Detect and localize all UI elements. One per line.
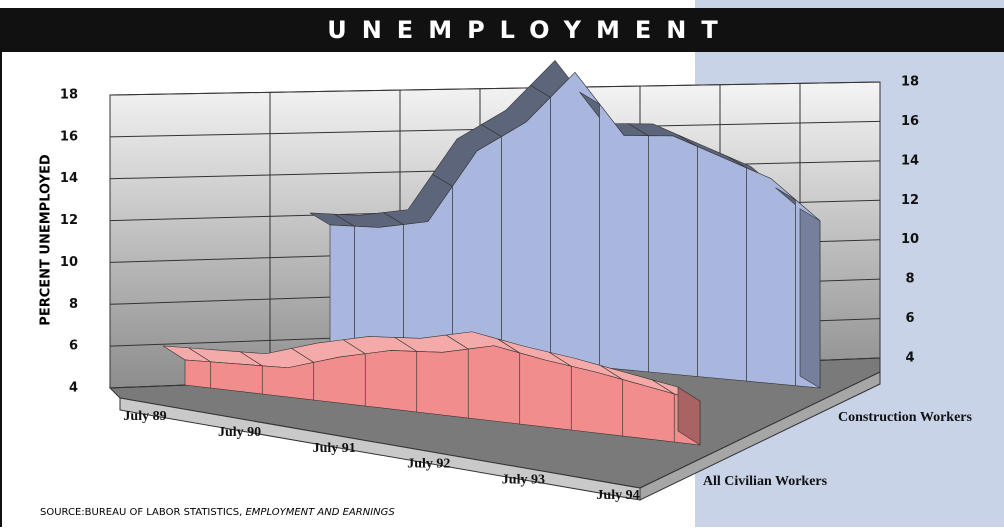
bar: [417, 349, 469, 418]
bar: [185, 360, 211, 388]
bar: [649, 136, 698, 377]
y-tick-label: 4: [69, 381, 78, 396]
x-tick-label: July 93: [502, 472, 545, 487]
y-tick-label: 14: [60, 171, 78, 186]
bar-side: [800, 209, 820, 388]
bar: [600, 104, 649, 372]
y2-tick-label: 4: [905, 351, 914, 366]
source-text: SOURCE:BUREAU OF LABOR STATISTICS,: [40, 507, 242, 518]
x-tick-label: July 92: [407, 457, 450, 472]
x-tick-label: July 89: [123, 409, 166, 424]
y2-tick-label: 10: [901, 232, 919, 247]
y-tick-label: 8: [69, 297, 78, 312]
chart: UNEMPLOYMENT PERCENT UNEMPLOYED SOURCE:B…: [0, 0, 1004, 527]
source: SOURCE:BUREAU OF LABOR STATISTICS, EMPLO…: [40, 507, 395, 518]
bar: [551, 72, 600, 367]
y-tick-label: 18: [60, 88, 78, 103]
y2-tick-label: 14: [901, 153, 919, 168]
bar: [502, 97, 551, 362]
x-tick-label: July 94: [596, 488, 639, 503]
y2-tick-label: 16: [901, 114, 919, 129]
bar: [211, 362, 263, 394]
bar: [520, 353, 572, 430]
y-tick-label: 10: [60, 255, 78, 270]
bar: [468, 346, 520, 424]
y-tick-label: 12: [60, 213, 78, 228]
bar: [314, 354, 366, 406]
bar: [355, 225, 404, 349]
legend-label: All Civilian Workers: [703, 474, 828, 489]
bar: [747, 168, 796, 386]
left-border: [0, 52, 2, 527]
y-axis-label: PERCENT UNEMPLOYED: [39, 154, 54, 326]
bar: [365, 350, 417, 412]
chart-title: UNEMPLOYMENT: [327, 16, 733, 44]
x-tick-label: July 91: [313, 441, 356, 456]
y2-tick-label: 6: [905, 311, 914, 326]
y-tick-label: 6: [69, 339, 78, 354]
y2-tick-label: 12: [901, 193, 919, 208]
source-publication: EMPLOYMENT AND EARNINGS: [245, 507, 395, 518]
x-tick-label: July 90: [218, 425, 261, 440]
y2-tick-label: 18: [901, 75, 919, 90]
bar: [330, 225, 355, 344]
legend-label: Construction Workers: [838, 410, 972, 425]
y-tick-label: 16: [60, 129, 78, 144]
y2-tick-label: 8: [905, 272, 914, 287]
bar: [698, 147, 747, 382]
bar: [262, 362, 314, 400]
